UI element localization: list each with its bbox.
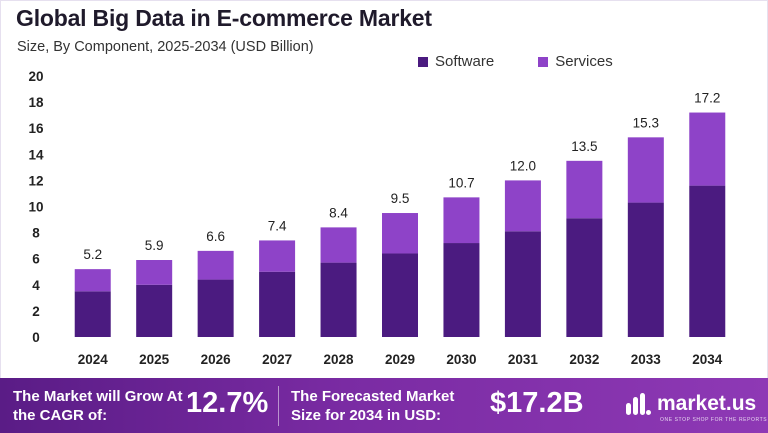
y-tick-label: 14	[28, 147, 44, 162]
data-label-total-2027: 7.4	[268, 218, 287, 233]
bar-software-2024	[74, 291, 111, 337]
x-tick-label-2030: 2030	[446, 352, 476, 367]
y-tick-label: 6	[32, 252, 40, 267]
bar-services-2031	[504, 180, 541, 232]
bar-software-2028	[320, 262, 357, 337]
cagr-label: The Market will Grow At the CAGR of:	[13, 388, 183, 424]
x-tick-label-2024: 2024	[78, 352, 109, 367]
data-label-total-2032: 13.5	[571, 139, 597, 154]
brand-tagline: ONE STOP SHOP FOR THE REPORTS	[660, 417, 768, 423]
bar-software-2029	[382, 253, 418, 337]
brand-name: market.us	[657, 392, 757, 415]
bar-software-2026	[197, 279, 234, 337]
data-label-total-2034: 17.2	[694, 91, 720, 106]
bar-software-2032	[566, 218, 603, 337]
footer-divider	[278, 386, 279, 426]
y-tick-label: 0	[32, 330, 40, 345]
bar-software-2034	[689, 185, 726, 337]
y-tick-label: 16	[28, 121, 44, 136]
data-label-total-2031: 12.0	[510, 158, 536, 173]
x-tick-label-2029: 2029	[385, 352, 415, 367]
bar-services-2032	[566, 160, 603, 219]
legend-label-software: Software	[435, 53, 495, 70]
chart-title: Global Big Data in E-commerce Market	[16, 5, 432, 31]
bar-services-2034	[689, 112, 726, 186]
bar-software-2031	[504, 231, 541, 337]
y-tick-label: 8	[32, 226, 40, 241]
y-tick-label: 12	[28, 173, 43, 188]
bar-services-2026	[197, 250, 234, 280]
data-label-total-2024: 5.2	[83, 247, 102, 262]
legend-swatch-services	[538, 56, 549, 67]
legend-item-services: Services	[538, 53, 613, 70]
y-tick-label: 4	[32, 278, 40, 293]
bar-services-2024	[74, 269, 111, 292]
x-tick-label-2032: 2032	[569, 352, 599, 367]
bar-software-2033	[627, 202, 664, 337]
y-tick-label: 18	[28, 95, 44, 110]
y-tick-label: 20	[28, 69, 43, 84]
bar-services-2030	[443, 197, 480, 244]
bar-software-2025	[136, 284, 173, 337]
x-tick-label-2033: 2033	[631, 352, 662, 367]
forecast-label: The Forecasted Market Size for 2034 in U…	[291, 388, 455, 424]
x-tick-label-2028: 2028	[324, 352, 355, 367]
data-label-total-2026: 6.6	[206, 229, 225, 244]
data-label-total-2025: 5.9	[145, 238, 164, 253]
x-tick-label-2026: 2026	[201, 352, 232, 367]
footer-banner: The Market will Grow At the CAGR of: 12.…	[0, 378, 768, 433]
y-tick-label: 2	[32, 304, 40, 319]
data-label-total-2033: 15.3	[633, 115, 659, 130]
y-tick-label: 10	[28, 200, 43, 215]
x-tick-label-2025: 2025	[139, 352, 170, 367]
bar-services-2025	[136, 260, 173, 285]
legend-item-software: Software	[418, 53, 494, 70]
brand-logo: market.us	[624, 391, 756, 417]
data-label-total-2029: 9.5	[391, 191, 410, 206]
forecast-value: $17.2B	[490, 387, 584, 419]
market-us-logo-icon	[626, 393, 651, 415]
bar-services-2027	[259, 240, 296, 272]
bar-chart: 0 2 4 6 8 10 12 14 16 18 20 5.2 2024 5.9 2025 6.6 2026 7.…	[28, 69, 726, 367]
data-label-total-2028: 8.4	[329, 205, 348, 220]
legend-swatch-software	[418, 56, 428, 67]
bar-software-2027	[259, 271, 296, 337]
x-tick-label-2031: 2031	[508, 352, 539, 367]
bar-software-2030	[443, 243, 480, 337]
x-tick-label-2027: 2027	[262, 352, 292, 367]
x-tick-label-2034: 2034	[692, 352, 723, 367]
legend: Software Services	[418, 53, 613, 70]
bar-services-2028	[320, 227, 357, 263]
legend-label-services: Services	[555, 53, 613, 70]
data-label-total-2030: 10.7	[448, 175, 474, 190]
bar-services-2033	[627, 137, 664, 203]
chart-subtitle: Size, By Component, 2025-2034 (USD Billi…	[17, 39, 314, 55]
bar-services-2029	[382, 213, 418, 254]
cagr-value: 12.7%	[186, 387, 269, 419]
